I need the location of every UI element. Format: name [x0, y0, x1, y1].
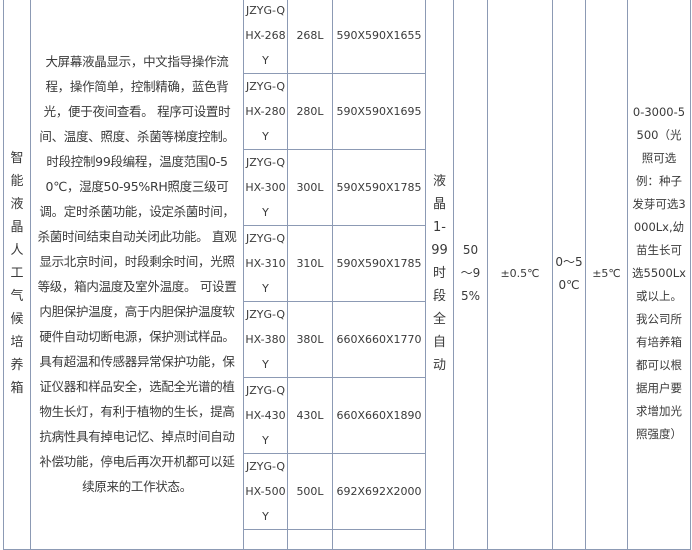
model-cell: JZYG-QHX-310Y [243, 225, 288, 302]
volume-cell: 430L [287, 377, 333, 454]
table-row: JZYG-QHX-280Y 280L 590X590X1695 [4, 73, 691, 150]
model-cell: JZYG-QHX-300Y [243, 149, 288, 226]
model-cell: JZYG-QHX-280Y [243, 73, 288, 150]
table-row: JZYG-QHX-380Y 380L 660X660X1770 [4, 301, 691, 378]
empty-cell [287, 529, 333, 550]
product-spec-table: 智能液晶人工气候培养箱 大屏幕液晶显示，中文指导操作流程，操作简单，控制精确，蓝… [3, 0, 691, 550]
volume-cell: 500L [287, 453, 333, 530]
dimensions-cell: 692X692X2000 [332, 453, 426, 530]
model-cell: JZYG-QHX-430Y [243, 377, 288, 454]
table-row: 智能液晶人工气候培养箱 大屏幕液晶显示，中文指导操作流程，操作简单，控制精确，蓝… [3, 0, 691, 550]
control-cell: 液晶1-99时段全自动 [425, 0, 454, 550]
temp-uniformity-cell: ±5℃ [585, 0, 628, 550]
dimensions-cell: 590X590X1695 [332, 73, 426, 150]
humidity-cell: 50～95% [453, 0, 488, 550]
volume-cell: 380L [287, 301, 333, 378]
table-row: JZYG-QHX-500Y 500L 692X692X2000 [4, 453, 691, 530]
empty-cell [332, 529, 426, 550]
dimensions-cell: 590X590X1785 [332, 149, 426, 226]
temp-accuracy-cell: ±0.5℃ [487, 0, 553, 550]
dimensions-cell: 590X590X1785 [332, 225, 426, 302]
table-row: JZYG-QHX-300Y 300L 590X590X1785 [4, 149, 691, 226]
volume-cell: 280L [287, 73, 333, 150]
model-cell: JZYG-QHX-380Y [243, 301, 288, 378]
empty-cell [243, 529, 288, 550]
volume-cell: 268L [287, 0, 333, 74]
category-cell: 智能液晶人工气候培养箱 [3, 0, 31, 550]
volume-cell: 310L [287, 225, 333, 302]
dimensions-cell: 590X590X1655 [332, 0, 426, 74]
volume-cell: 300L [287, 149, 333, 226]
light-cell: 0-3000-5500（光照可选例：种子发芽可选3000Lx,幼苗生长可选550… [627, 0, 691, 550]
dimensions-cell: 660X660X1890 [332, 377, 426, 454]
temp-range-cell: 0～50℃ [552, 0, 586, 550]
description-cell: 大屏幕液晶显示，中文指导操作流程，操作简单，控制精确，蓝色背光，便于夜间查看。 … [30, 0, 244, 550]
model-cell: JZYG-QHX-268Y [243, 0, 288, 74]
table-row: JZYG-QHX-310Y 310L 590X590X1785 [4, 225, 691, 302]
dimensions-cell: 660X660X1770 [332, 301, 426, 378]
model-cell: JZYG-QHX-500Y [243, 453, 288, 530]
